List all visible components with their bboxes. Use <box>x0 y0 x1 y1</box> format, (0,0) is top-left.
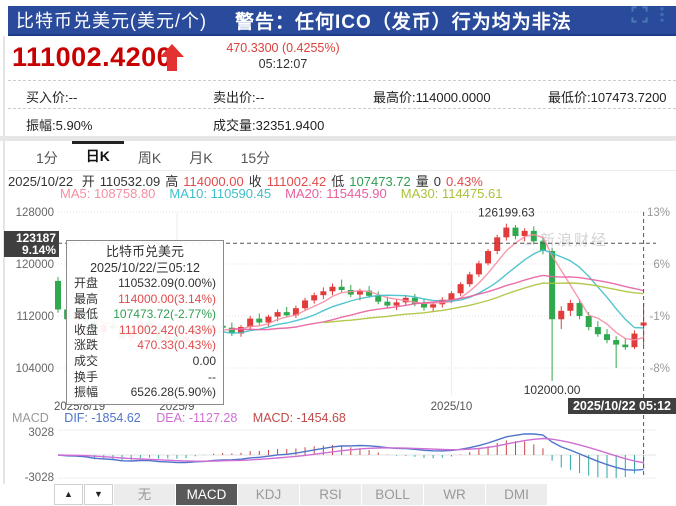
tooltip-row-最低: 最低 107473.72(-2.77%) <box>74 307 216 322</box>
macd-axis-tick: -3028 <box>25 472 54 482</box>
more-menu-kebab-icon[interactable] <box>658 6 666 23</box>
price-axis-tick: 120000 <box>16 259 54 271</box>
ma-legend: MA5: 108758.80 MA10: 110590.45 MA20: 11544… <box>60 186 516 201</box>
quote-row-2: 振幅:5.90% 成交量:32351.9400 <box>8 109 676 137</box>
price-axis-tick: 104000 <box>16 363 54 375</box>
tooltip-datetime: 2025/10/22/三05:12 <box>90 261 200 275</box>
indicator-tab-无[interactable]: 无 <box>114 484 176 505</box>
header-bar: 比特币兑美元(美元/个) 警告：任何ICO（发币）行为均为非法 <box>8 6 676 36</box>
period-tab-月K[interactable]: 月K <box>189 150 213 166</box>
period-tab-1分[interactable]: 1分 <box>36 150 58 166</box>
tooltip-row-换手: 换手 -- <box>74 369 216 384</box>
indicator-tab-MACD[interactable]: MACD <box>176 484 238 505</box>
ohlc-label: 收 <box>248 174 262 189</box>
crosshair-time-label: 2025/10/22 05:12 <box>567 398 676 414</box>
price-axis-tick: 128000 <box>16 207 54 219</box>
ohlc-value: 0 <box>433 174 441 189</box>
ohlc-label: 高 <box>165 174 179 189</box>
tooltip-row-开盘: 开盘 110532.09(0.00%) <box>74 276 216 290</box>
macd-macd-value: MACD: -1454.68 <box>252 411 346 425</box>
ma-legend-ma20: MA20: 115445.90 <box>285 186 387 201</box>
period-tab-bar: 1分 日K 周K 月K 15分 <box>8 141 676 171</box>
period-tab-15分[interactable]: 15分 <box>240 150 271 166</box>
indicator-tab-KDJ[interactable]: KDJ <box>238 484 300 505</box>
indicator-tab-DMI[interactable]: DMI <box>486 484 548 505</box>
page-edge-divider <box>3 36 5 506</box>
macd-legend: MACD DIF: -1854.62 DEA: -1127.28 MACD: -… <box>12 411 358 425</box>
site-watermark: 新浪财经 <box>540 232 608 249</box>
ohlc-date: 2025/10/22 <box>8 174 74 189</box>
section-divider <box>0 136 676 141</box>
ma-legend-ma30: MA30: 114475.61 <box>400 186 503 201</box>
ohlc-value: 0.43% <box>446 174 483 189</box>
macd-dif-value: DIF: -1854.62 <box>64 411 141 425</box>
period-low-annotation: 102000.00 <box>524 383 581 397</box>
quote-field-5: 振幅:5.90% <box>26 118 93 133</box>
price-change: 470.3300 (0.4255%) <box>226 41 340 55</box>
quote-row-1: 买入价:-- 卖出价:-- 最高价:114000.0000 最低价:107473.72… <box>8 81 676 109</box>
ohlc-label: 低 <box>331 174 345 189</box>
quote-summary: 111002.4200 470.3300 (0.4255%) 05:12:07 <box>8 40 676 80</box>
quote-field-2: 卖出价:-- <box>213 90 265 105</box>
macd-dea-value: DEA: -1127.28 <box>156 411 238 425</box>
indicator-tab-WR[interactable]: WR <box>424 484 486 505</box>
ohlc-value: 111002.42 <box>266 174 327 189</box>
pct-axis-tick: 13% <box>647 207 670 219</box>
price-axis-tick: 112000 <box>16 311 54 323</box>
period-tab-周K[interactable]: 周K <box>137 150 162 166</box>
pct-axis-tick: -8% <box>650 363 670 375</box>
pct-axis-tick: -1% <box>650 311 670 323</box>
ohlc-value: 114000.00 <box>183 174 244 189</box>
quote-field-1: 买入价:-- <box>26 90 78 105</box>
ohlc-legend: 2025/10/22 开 110532.09 高 114000.00 收 111002.4… <box>8 171 488 190</box>
quote-timestamp: 05:12:07 <box>258 57 308 71</box>
tooltip-row-成交: 成交 0.00 <box>74 353 216 368</box>
fullscreen-icon[interactable] <box>631 6 648 23</box>
pct-axis-tick: 6% <box>653 259 670 271</box>
scroll-up-button[interactable]: ▲ <box>54 484 83 505</box>
quote-field-4: 最低价:107473.7200 <box>548 90 667 105</box>
tooltip-row-最高: 最高 114000.00(3.14%) <box>74 291 216 306</box>
ohlc-value: 110532.09 <box>99 174 161 189</box>
indicator-tab-BOLL[interactable]: BOLL <box>362 484 424 505</box>
quote-grid: 买入价:-- 卖出价:-- 最高价:114000.0000 最低价:107473.72… <box>8 80 676 137</box>
tooltip-row-涨跌: 涨跌 470.33(0.43%) <box>74 338 216 353</box>
period-high-annotation: 126199.63 <box>478 206 535 220</box>
ma-legend-ma5: MA5: 108758.80 <box>60 186 156 201</box>
page-title: 比特币兑美元(美元/个) <box>16 11 207 31</box>
quote-field-3: 最高价:114000.0000 <box>373 90 491 105</box>
ohlc-value: 107473.72 <box>349 174 411 189</box>
macd-label: MACD <box>12 411 49 425</box>
ohlc-label: 开 <box>81 174 95 189</box>
period-tab-日K[interactable]: 日K <box>71 141 124 170</box>
candle-tooltip: 比特币兑美元 2025/10/22/三05:12 开盘 110532.09(0.0… <box>66 240 224 405</box>
date-axis-tick: 2025/10 <box>431 401 473 413</box>
tooltip-title: 比特币兑美元 <box>105 244 184 259</box>
scroll-down-button[interactable]: ▼ <box>84 484 113 505</box>
macd-axis-tick: 3028 <box>28 427 54 439</box>
price-up-arrow-icon <box>160 44 184 74</box>
tooltip-row-振幅: 振幅 6526.28(5.90%) <box>74 385 216 400</box>
indicator-tab-RSI[interactable]: RSI <box>300 484 362 505</box>
quote-field-6: 成交量:32351.9400 <box>213 118 325 133</box>
ma-legend-ma10: MA10: 110590.45 <box>169 186 272 201</box>
last-price: 111002.4200 <box>12 42 173 72</box>
indicator-tab-bar: ▲ ▼ 无 MACD KDJ RSI BOLL WR DMI <box>0 484 676 506</box>
ohlc-label: 量 <box>415 174 429 189</box>
ico-warning-text: 警告：任何ICO（发币）行为均为非法 <box>235 11 572 33</box>
tooltip-row-收盘: 收盘 111002.42(0.43%) <box>74 322 216 337</box>
crosshair-price-label: 123187 9.14% <box>4 231 59 257</box>
